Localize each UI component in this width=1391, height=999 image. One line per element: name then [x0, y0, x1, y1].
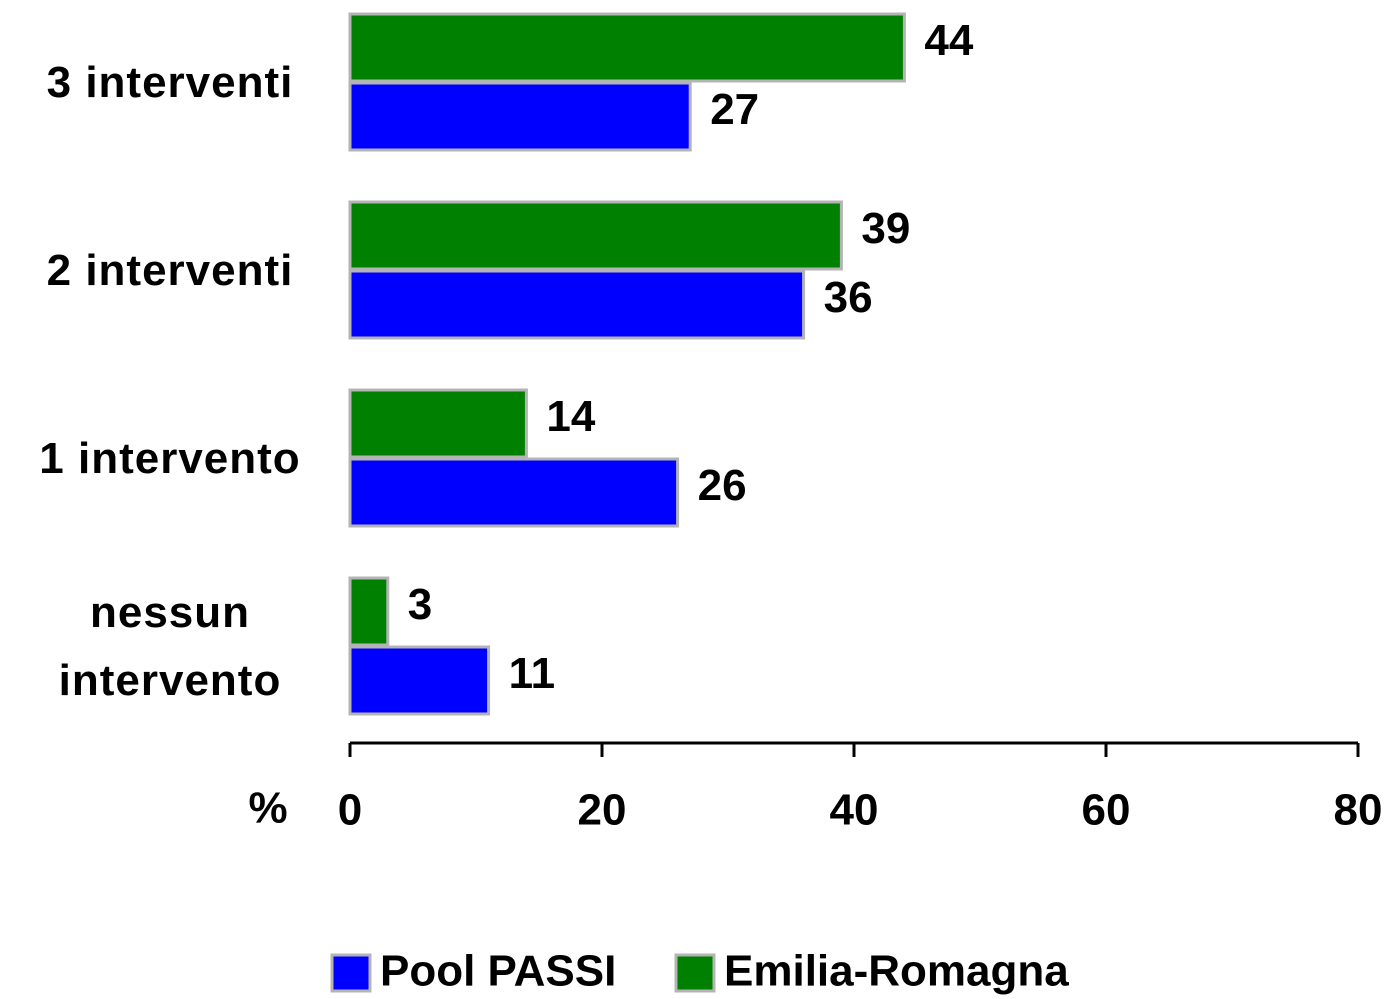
- bar: [348, 269, 806, 340]
- category-label: 1 intervento: [39, 434, 301, 483]
- category-label: nessun intervento: [58, 588, 282, 705]
- category-label: 2 interventi: [46, 246, 294, 295]
- x-tick-label: 80: [1334, 786, 1383, 835]
- x-tick-label: 60: [1082, 786, 1131, 835]
- bar: [348, 576, 390, 647]
- data-label: 11: [509, 649, 556, 698]
- bar: [348, 12, 906, 83]
- data-label: 36: [824, 273, 873, 322]
- bar: [348, 457, 680, 528]
- legend-swatch: [674, 953, 716, 993]
- data-label: 44: [924, 16, 973, 65]
- legend-label: Pool PASSI: [380, 947, 616, 996]
- bar: [348, 81, 692, 152]
- x-tick-label: 40: [830, 786, 879, 835]
- legend-swatch: [330, 953, 372, 993]
- x-tick-label: 0: [338, 786, 362, 835]
- category-label: 3 interventi: [46, 58, 294, 107]
- x-axis-label: %: [248, 784, 287, 833]
- bar: [348, 200, 843, 271]
- data-label: 39: [861, 204, 910, 253]
- data-label: 26: [698, 461, 747, 510]
- legend-label: Emilia-Romagna: [724, 947, 1069, 996]
- bar: [348, 645, 491, 716]
- bar: [348, 388, 528, 459]
- data-label: 27: [710, 85, 759, 134]
- data-label: 3: [408, 580, 432, 629]
- x-tick-label: 20: [578, 786, 627, 835]
- data-label: 14: [546, 392, 595, 441]
